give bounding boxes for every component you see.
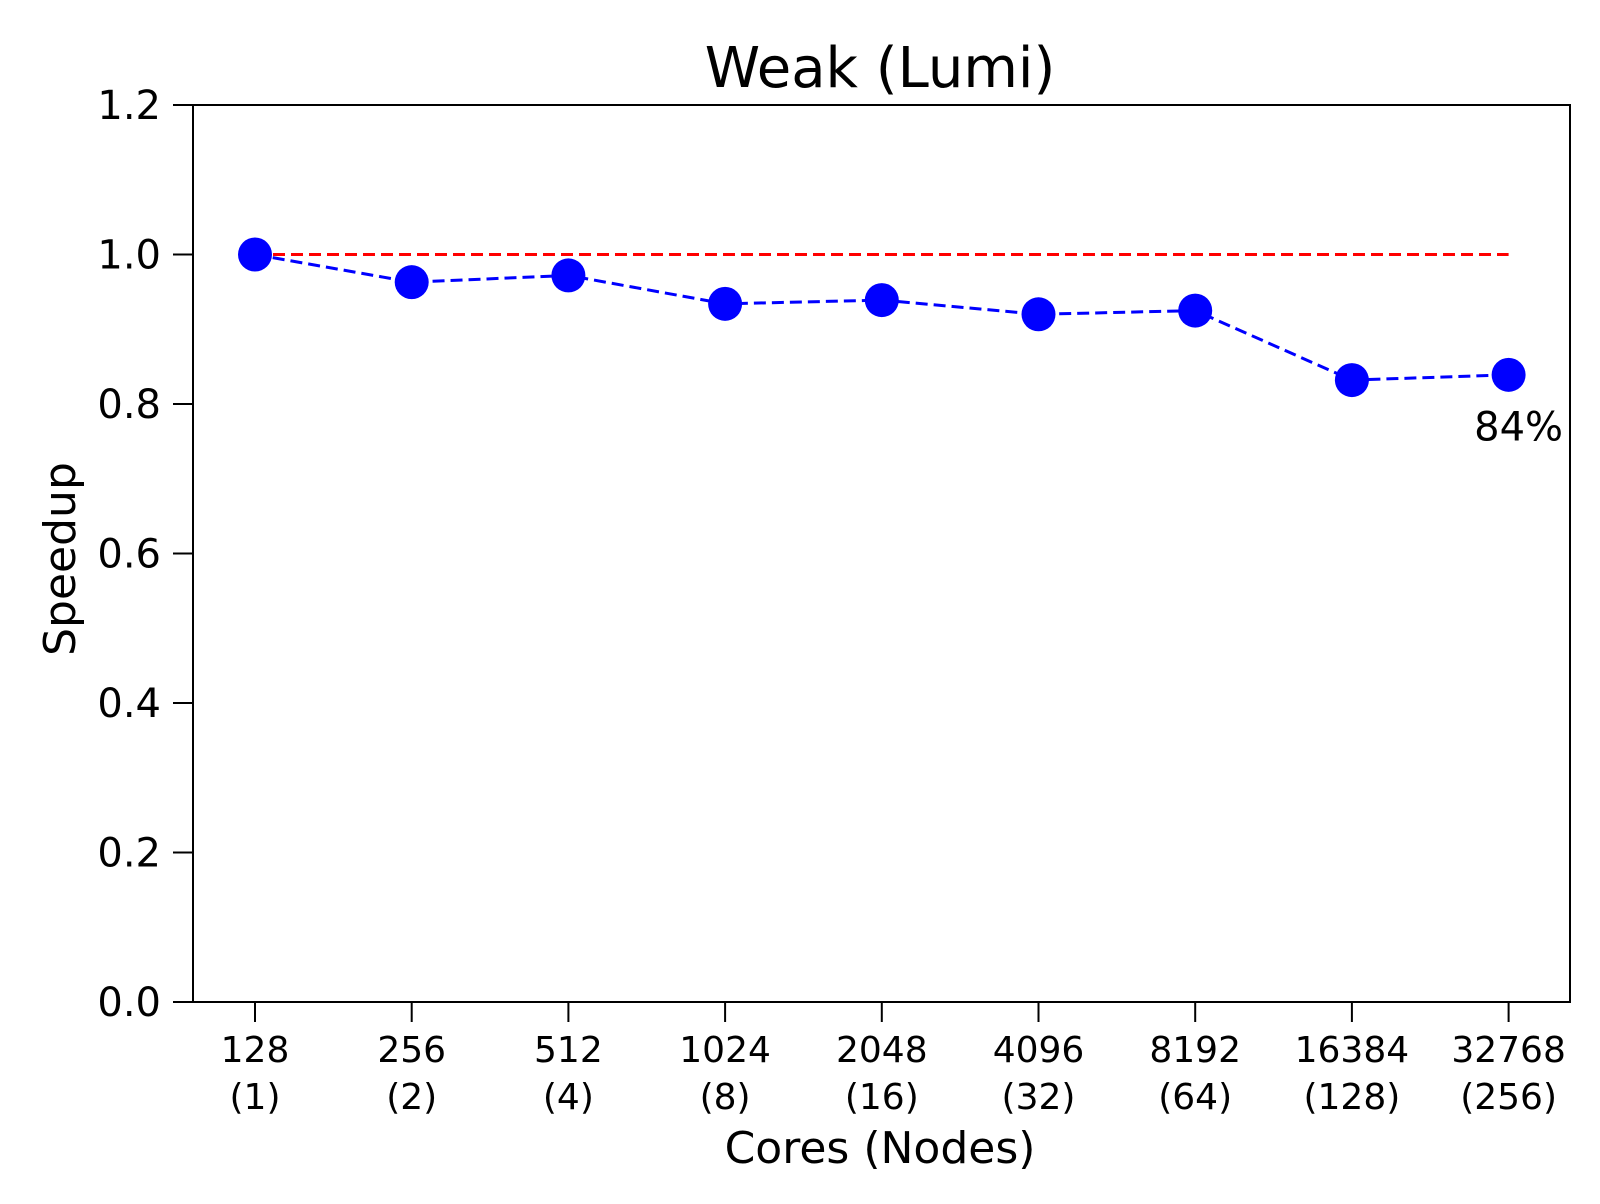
speedup-data-point [1334,363,1369,398]
y-tick-label: 1.0 [97,233,161,279]
speedup-data-point [394,265,429,300]
x-tick-label-nodes: (32) [1002,1077,1076,1118]
speedup-data-point [708,286,743,321]
speedup-data-point [551,258,586,293]
speedup-data-point [1021,297,1056,332]
x-tick-label-cores: 4096 [993,1030,1085,1071]
plot-area: 0.0 0.2 0.4 0.6 0.8 1.0 1.2 128 (1) 256 (2) 512 (4) 1… [97,83,1571,1118]
speedup-data-point [864,283,899,318]
efficiency-annotation: 84% [1474,404,1563,450]
chart-title: Weak (Lumi) [705,36,1056,101]
speedup-data-point [1491,357,1526,392]
x-tick-label-nodes: (64) [1158,1077,1232,1118]
x-tick-label-nodes: (1) [230,1077,281,1118]
x-axis-label: Cores (Nodes) [725,1123,1036,1174]
y-tick-label: 0.8 [97,382,161,428]
x-tick-label-cores: 16384 [1295,1030,1410,1071]
y-tick-label: 0.6 [97,532,161,578]
x-tick-label-nodes: (2) [386,1077,437,1118]
x-tick-label-nodes: (4) [543,1077,594,1118]
y-axis-label: Speedup [35,462,86,656]
y-tick-label: 1.2 [97,83,161,129]
y-tick-label: 0.0 [97,980,161,1026]
x-tick-label-nodes: (16) [845,1077,919,1118]
y-tick-label: 0.4 [97,681,161,727]
plot-frame [192,104,1571,1003]
x-tick-label-nodes: (256) [1460,1077,1557,1118]
x-tick-label-nodes: (128) [1303,1077,1400,1118]
x-tick-label-cores: 512 [534,1030,603,1071]
x-tick-label-nodes: (8) [700,1077,751,1118]
x-tick-label-cores: 32768 [1451,1030,1566,1071]
speedup-data-point [1178,293,1213,328]
x-tick-label-cores: 256 [377,1030,446,1071]
y-tick-label: 0.2 [97,831,161,877]
speedup-data-point [238,237,272,272]
x-tick-label-cores: 2048 [836,1030,928,1071]
speedup-series-line [254,253,1509,382]
x-tick-label-cores: 8192 [1149,1030,1241,1071]
x-tick-label-cores: 1024 [679,1030,771,1071]
x-tick-label-cores: 128 [221,1030,290,1071]
